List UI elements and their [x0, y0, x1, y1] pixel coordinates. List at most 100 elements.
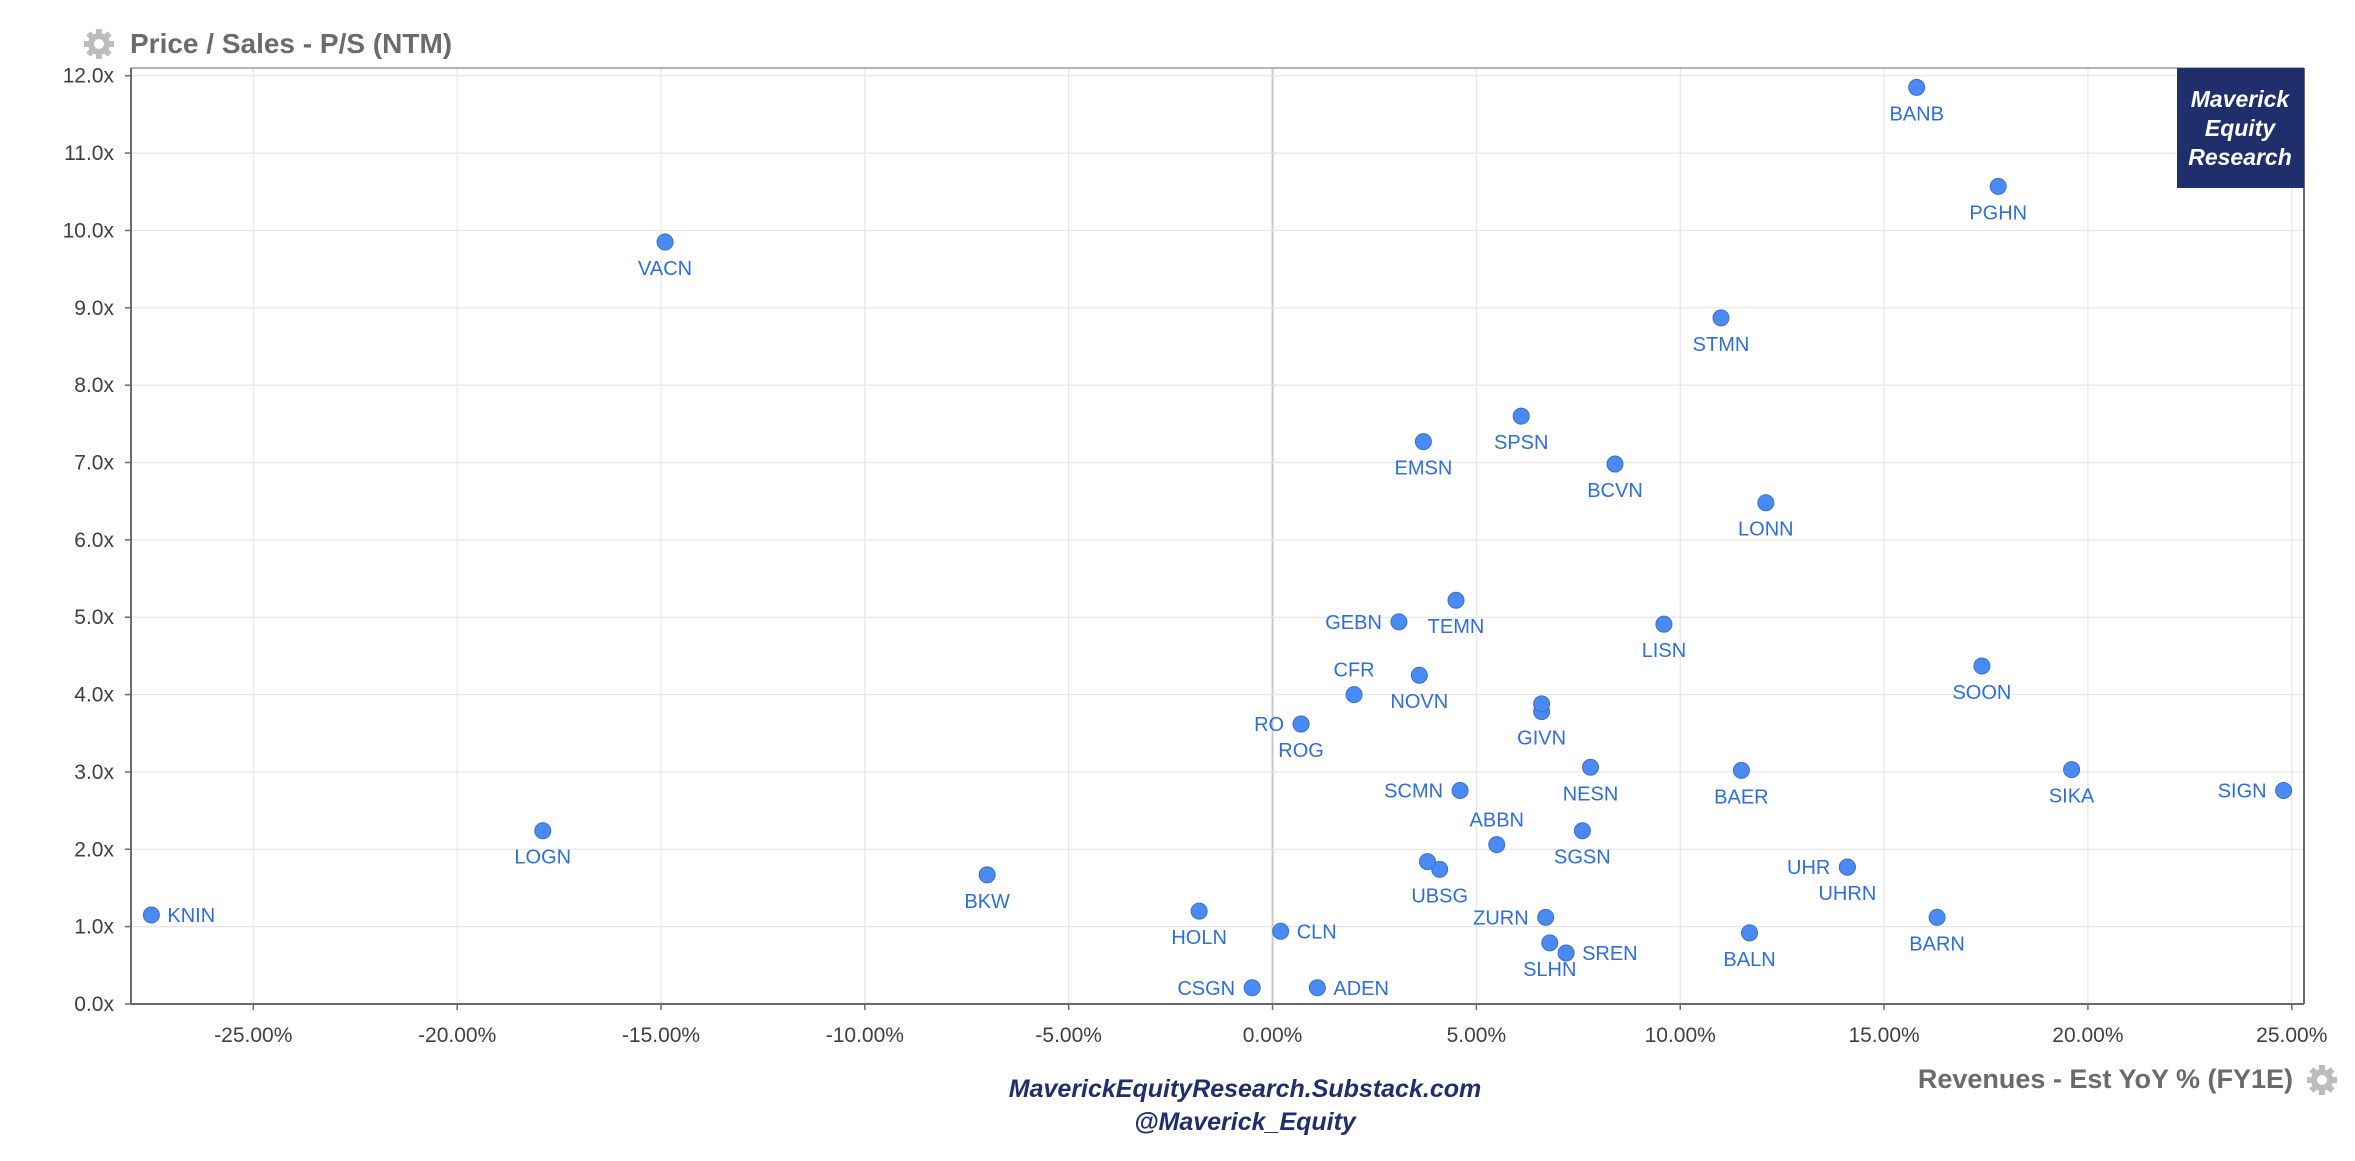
- x-tick-label: -5.00%: [1035, 1024, 1102, 1047]
- point-label: BARN: [1909, 933, 1965, 955]
- y-axis-ticks: 0.0x 1.0x 2.0x 3.0x 4.0x 5.0x 6.0x 7.0x 8.0x 9.0x…: [63, 65, 131, 1016]
- y-tick-label: 5.0x: [74, 606, 114, 629]
- point-label: SGSN: [1554, 847, 1611, 869]
- data-point[interactable]: [1928, 908, 1946, 926]
- data-point[interactable]: [1345, 686, 1363, 704]
- logo: Maverick Equity Research: [2177, 68, 2304, 188]
- point-label: NOVN: [1390, 691, 1448, 713]
- point-label: SCMN: [1384, 780, 1443, 802]
- data-point[interactable]: [534, 822, 552, 840]
- data-point[interactable]: [1582, 758, 1600, 776]
- y-tick-label: 6.0x: [74, 529, 114, 552]
- data-point[interactable]: [142, 906, 160, 924]
- point-label: LOGN: [514, 847, 571, 869]
- x-tick-label: -10.00%: [826, 1024, 904, 1047]
- point-label: PGHN: [1969, 202, 2027, 224]
- x-axis-ticks: -25.00% -20.00% -15.00% -10.00% -5.00% 0.00% 5…: [214, 1004, 2327, 1047]
- data-point[interactable]: [1272, 922, 1290, 940]
- data-point[interactable]: [1557, 944, 1575, 962]
- data-point[interactable]: [1292, 715, 1310, 733]
- data-point[interactable]: [1414, 433, 1432, 451]
- data-point[interactable]: [1308, 979, 1326, 997]
- point-label: GEBN: [1325, 612, 1382, 634]
- data-point[interactable]: [1410, 666, 1428, 684]
- data-point[interactable]: [1655, 615, 1673, 633]
- data-point[interactable]: [1243, 979, 1261, 997]
- y-tick-label: 0.0x: [74, 993, 114, 1016]
- data-point[interactable]: [1451, 781, 1469, 799]
- data-point[interactable]: [1741, 924, 1759, 942]
- grid-lines: [131, 68, 2304, 1005]
- title-gear-icon[interactable]: [84, 29, 114, 59]
- point-label: TEMN: [1428, 616, 1485, 638]
- data-point[interactable]: [1533, 695, 1551, 713]
- point-label: BANB: [1889, 103, 1943, 125]
- data-point[interactable]: [1973, 657, 1991, 675]
- logo-line2: Equity: [2205, 115, 2276, 141]
- point-label: UBSG: [1411, 885, 1468, 907]
- logo-line1: Maverick: [2191, 86, 2291, 112]
- point-label: EMSN: [1394, 458, 1452, 480]
- data-point[interactable]: [1537, 908, 1555, 926]
- data-point[interactable]: [1838, 858, 1856, 876]
- point-label: NESN: [1563, 783, 1619, 805]
- point-label: SREN: [1582, 943, 1638, 965]
- y-tick-label: 2.0x: [74, 838, 114, 861]
- chart-title: Price / Sales - P/S (NTM): [130, 28, 452, 59]
- x-tick-label: 25.00%: [2256, 1024, 2327, 1047]
- data-point[interactable]: [1541, 934, 1559, 952]
- data-point[interactable]: [1190, 902, 1208, 920]
- point-label: CLN: [1297, 921, 1337, 943]
- data-point[interactable]: [978, 866, 996, 884]
- point-label: LISN: [1642, 640, 1686, 662]
- data-point[interactable]: [1712, 309, 1730, 327]
- point-label: BCVN: [1587, 480, 1643, 502]
- point-label: ZURN: [1473, 907, 1529, 929]
- point-label: SOON: [1952, 682, 2011, 704]
- point-label: SPSN: [1494, 432, 1548, 454]
- data-point[interactable]: [1732, 761, 1750, 779]
- y-tick-label: 4.0x: [74, 684, 114, 707]
- point-label: UHRN: [1818, 883, 1876, 905]
- x-tick-label: -25.00%: [214, 1024, 292, 1047]
- data-point[interactable]: [656, 233, 674, 251]
- point-label: ROG: [1278, 740, 1324, 762]
- footer-handle[interactable]: @Maverick_Equity: [1134, 1108, 1357, 1136]
- logo-line3: Research: [2188, 144, 2292, 170]
- point-label: SLHN: [1523, 959, 1576, 981]
- point-label: LONN: [1738, 519, 1794, 541]
- footer-website[interactable]: MaverickEquityResearch.Substack.com: [1009, 1075, 1481, 1103]
- data-point[interactable]: [1512, 407, 1530, 425]
- data-point[interactable]: [1989, 177, 2007, 195]
- axis-gear-icon[interactable]: [2307, 1065, 2337, 1095]
- data-point[interactable]: [1488, 836, 1506, 854]
- y-tick-label: 12.0x: [63, 65, 115, 88]
- data-point[interactable]: [1606, 455, 1624, 473]
- point-label: SIGN: [2218, 780, 2267, 802]
- data-point[interactable]: [1418, 853, 1436, 871]
- point-label: GIVN: [1517, 728, 1566, 750]
- point-label: SIKA: [2049, 786, 2095, 808]
- y-tick-label: 1.0x: [74, 916, 114, 939]
- data-point[interactable]: [1431, 860, 1449, 878]
- data-point[interactable]: [1908, 78, 1926, 96]
- logo-background: [2177, 68, 2304, 188]
- point-label: CSGN: [1177, 978, 1235, 1000]
- point-label: VACN: [638, 258, 692, 280]
- point-label: RO: [1254, 714, 1284, 736]
- y-tick-label: 7.0x: [74, 452, 114, 475]
- point-label: KNIN: [167, 905, 215, 927]
- x-tick-label: 5.00%: [1447, 1024, 1507, 1047]
- y-tick-label: 3.0x: [74, 761, 114, 784]
- x-tick-label: -15.00%: [622, 1024, 700, 1047]
- data-point[interactable]: [1447, 591, 1465, 609]
- point-label: ABBN: [1470, 810, 1524, 832]
- data-point[interactable]: [1757, 494, 1775, 512]
- point-label: BALN: [1723, 949, 1775, 971]
- point-label: HOLN: [1171, 927, 1227, 949]
- data-point[interactable]: [1390, 613, 1408, 631]
- data-point[interactable]: [2063, 761, 2081, 779]
- data-point[interactable]: [2275, 781, 2293, 799]
- data-point[interactable]: [1573, 822, 1591, 840]
